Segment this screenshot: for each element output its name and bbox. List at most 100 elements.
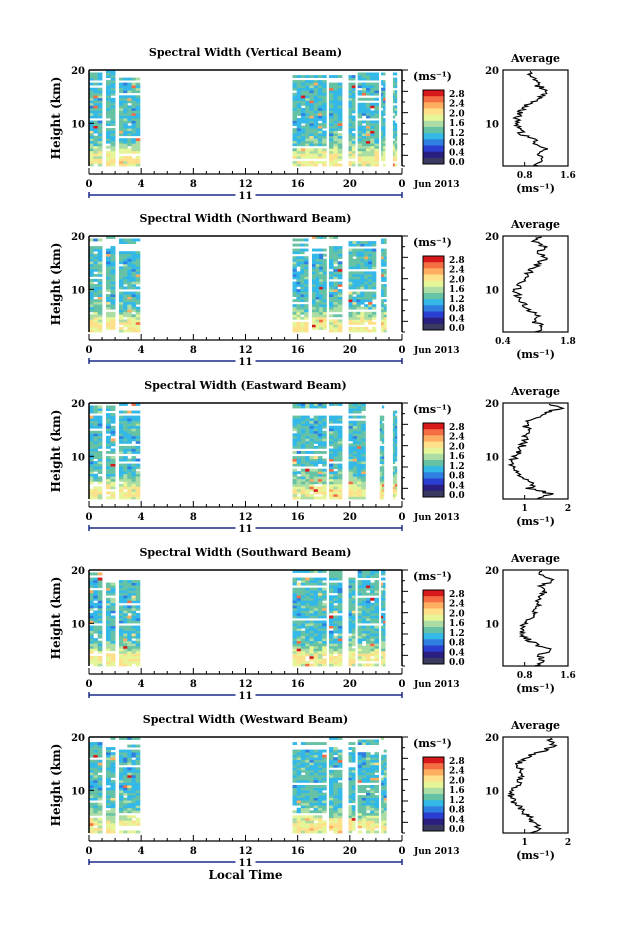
heatmap-cell [111, 148, 116, 151]
heatmap-cell [127, 628, 132, 631]
heatmap-cell [357, 479, 362, 482]
heatmap-cell [301, 742, 306, 745]
heatmap-cell [127, 752, 132, 755]
heatmap-cell [136, 146, 141, 149]
heatmap-cell [293, 633, 298, 636]
heatmap-cell [106, 110, 111, 113]
heatmap-cell [333, 314, 338, 317]
heatmap-cell [358, 73, 363, 76]
heatmap-cell [383, 656, 385, 659]
heatmap-cell [136, 95, 141, 98]
heatmap-cell [297, 760, 302, 763]
heatmap-cell [329, 123, 334, 126]
heatmap-cell [366, 828, 371, 831]
heatmap-cell [98, 408, 103, 411]
heatmap-cell [123, 798, 128, 801]
heatmap-cell [318, 626, 323, 629]
colorbar-tick-label: 2.8 [449, 90, 465, 100]
heatmap-cell [136, 279, 141, 282]
time-tick-label: 0 [86, 512, 93, 523]
heatmap-cell [106, 302, 111, 305]
heatmap-cell [127, 638, 132, 641]
heatmap-cell [98, 431, 103, 434]
heatmap-cell [305, 785, 310, 788]
heatmap-cell [318, 780, 323, 783]
heatmap-cell [364, 312, 368, 315]
heatmap-cell [333, 118, 338, 121]
heatmap-cell [111, 146, 116, 149]
heatmap-cell [132, 438, 137, 441]
heatmap-cell [383, 141, 385, 144]
heatmap-cell [384, 312, 387, 315]
heatmap-cell [381, 276, 384, 279]
heatmap-cell [322, 631, 327, 634]
heatmap-cell [362, 626, 367, 629]
average-unit-label: (ms⁻¹) [516, 348, 555, 361]
heatmap-cell [297, 788, 302, 791]
heatmap-cell [349, 636, 353, 639]
heatmap-cell [349, 436, 354, 439]
heatmap-cell [366, 105, 371, 108]
heatmap-cell [301, 805, 306, 808]
heatmap-cell [338, 788, 343, 791]
heatmap-cell [314, 105, 319, 108]
heatmap-cell [293, 818, 298, 821]
heatmap-cell [309, 583, 314, 586]
heatmap-cell [111, 324, 116, 327]
heatmap-cell [382, 459, 384, 462]
heatmap-cell [123, 128, 128, 131]
heatmap-cell [338, 815, 343, 818]
heatmap-cell [119, 757, 124, 760]
heatmap-cell [98, 141, 103, 144]
heatmap-cell [132, 491, 137, 494]
heatmap-cell [329, 146, 334, 149]
heatmap-cell [293, 75, 298, 78]
heatmap-cell [338, 623, 343, 626]
heatmap-cell [123, 464, 128, 467]
heatmap-cell [106, 406, 111, 409]
heatmap-cell [362, 803, 367, 806]
heatmap-cell [98, 406, 103, 409]
heatmap-cell [132, 138, 137, 141]
heatmap-cell [356, 251, 360, 254]
heatmap-cell [333, 249, 338, 252]
heatmap-cell [111, 128, 116, 131]
heatmap-cell [304, 312, 308, 315]
heatmap-cell [293, 299, 297, 302]
heatmap-cell [322, 141, 327, 144]
heatmap-cell [111, 664, 116, 667]
heatmap-cell [353, 416, 358, 419]
heatmap-cell [360, 251, 364, 254]
heatmap-cell [136, 600, 141, 603]
heatmap-cell [132, 319, 137, 322]
heatmap-cell [366, 631, 371, 634]
heatmap-cell [362, 628, 367, 631]
heatmap-cell [127, 600, 132, 603]
colorbar-swatch [423, 139, 444, 146]
heatmap-cell [305, 762, 310, 765]
heatmap-cell [318, 633, 323, 636]
heatmap-cell [333, 573, 338, 576]
heatmap-cell [357, 421, 362, 424]
heatmap-cell [93, 474, 98, 477]
heatmap-cell [353, 449, 358, 452]
heatmap-cell [322, 648, 327, 651]
heatmap-cell [106, 486, 111, 489]
heatmap-cell [305, 83, 310, 86]
heatmap-cell [309, 93, 314, 96]
heatmap-cell [349, 661, 353, 664]
heatmap-cell [329, 284, 334, 287]
heatmap-cell [322, 780, 327, 783]
heatmap-cell [111, 608, 116, 611]
heatmap-cell [395, 131, 397, 134]
heatmap-cell [93, 408, 98, 411]
heatmap-cell [358, 831, 363, 834]
heatmap-cell [316, 274, 320, 277]
heatmap-cell [132, 752, 137, 755]
heatmap-cell [136, 276, 141, 279]
heatmap-cell [323, 317, 327, 320]
heatmap-cell [329, 820, 334, 823]
heatmap-cell [305, 600, 310, 603]
heatmap-cell [322, 643, 327, 646]
heatmap-cell [314, 441, 319, 444]
